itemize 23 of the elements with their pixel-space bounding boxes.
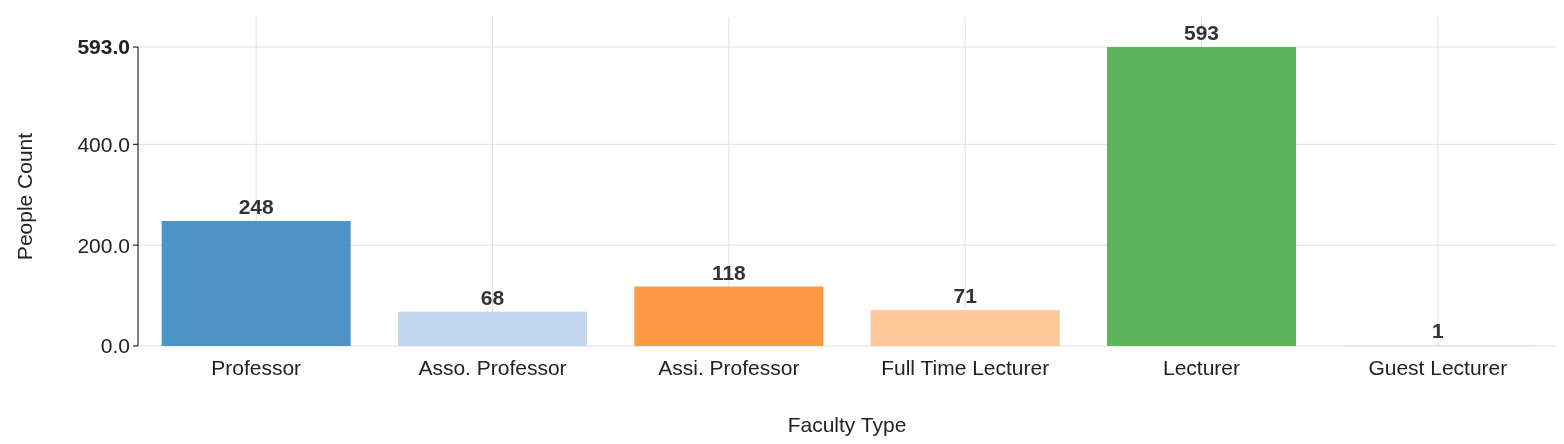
data-label: 593 xyxy=(1183,21,1220,44)
data-label: 71 xyxy=(953,284,978,308)
bar xyxy=(870,310,1060,346)
x-tick-label: Professor xyxy=(211,356,302,379)
bar xyxy=(634,286,824,346)
y-tick-label: 200.0 xyxy=(77,233,130,257)
bar xyxy=(161,220,351,346)
y-tick-label: 0.0 xyxy=(100,334,130,358)
data-label: 248 xyxy=(238,194,274,218)
x-tick-label: Lecturer xyxy=(1162,356,1241,379)
data-label: 118 xyxy=(711,260,747,284)
bar xyxy=(397,311,588,346)
y-axis-title: People Count xyxy=(13,132,36,261)
x-tick-label: Asso. Professor xyxy=(418,356,567,379)
y-tick-label: 593.0 xyxy=(77,35,130,59)
x-tick-label: Guest Lecturer xyxy=(1368,356,1508,379)
data-label: 1 xyxy=(1431,319,1444,343)
data-label: 68 xyxy=(480,285,505,309)
x-tick-label: Assi. Professor xyxy=(658,356,800,379)
x-axis-title: Faculty Type xyxy=(787,413,907,436)
x-tick-label: Full Time Lecturer xyxy=(881,356,1050,379)
y-tick-label: 400.0 xyxy=(77,132,130,156)
bar xyxy=(1106,47,1297,346)
